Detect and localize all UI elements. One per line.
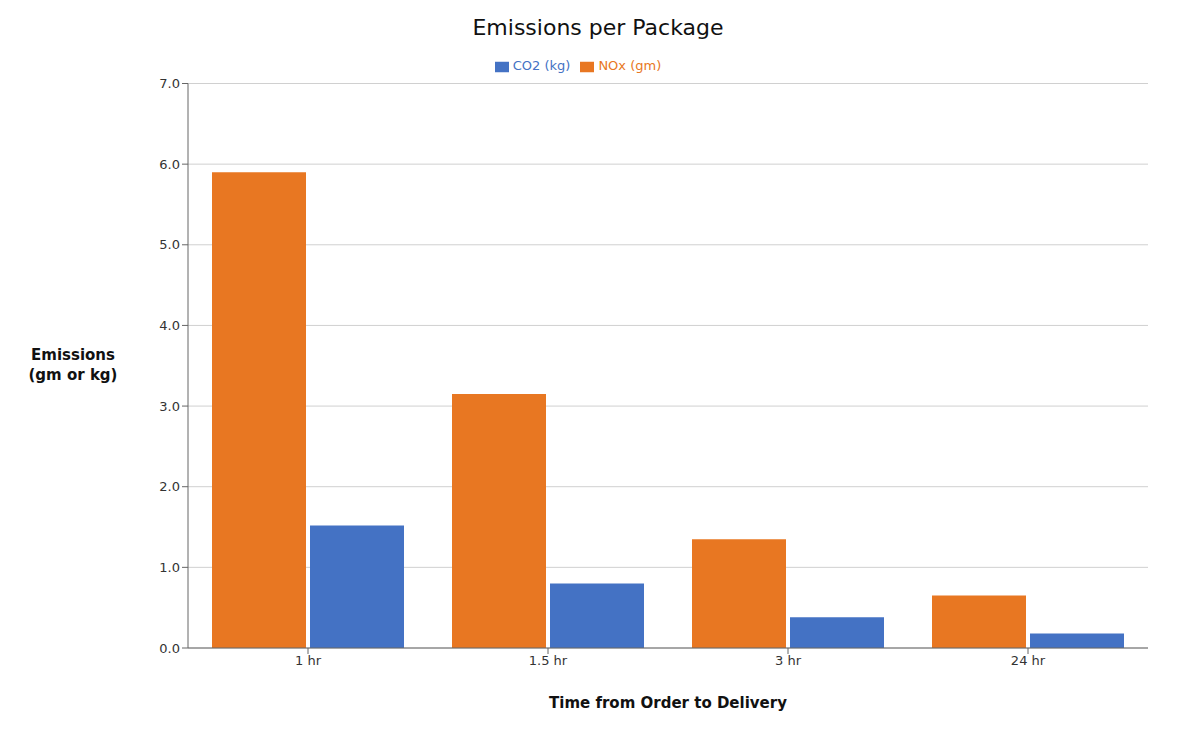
svg-text:3.0: 3.0 [159,399,180,414]
svg-text:1.0: 1.0 [159,560,180,575]
svg-text:2.0: 2.0 [159,479,180,494]
html-text:CO2 (kg): CO2 (kg) [512,58,571,73]
svg-text:1.5 hr: 1.5 hr [529,653,568,668]
svg-text:Time from Order to Delivery: Time from Order to Delivery [549,694,787,712]
html-text:Emissions per Package: Emissions per Package [472,15,724,40]
svg-text:3 hr: 3 hr [775,653,802,668]
svg-text:0.0: 0.0 [159,641,180,656]
svg-text:Emissions(gm or kg): Emissions(gm or kg) [29,346,118,384]
svg-text:24 hr: 24 hr [1011,653,1046,668]
html-text:NOx (gm): NOx (gm) [598,58,662,73]
svg-text:5.0: 5.0 [159,237,180,252]
svg-text:6.0: 6.0 [159,157,180,172]
svg-text:1 hr: 1 hr [295,653,322,668]
svg-text:4.0: 4.0 [159,318,180,333]
svg-text:7.0: 7.0 [159,76,180,91]
